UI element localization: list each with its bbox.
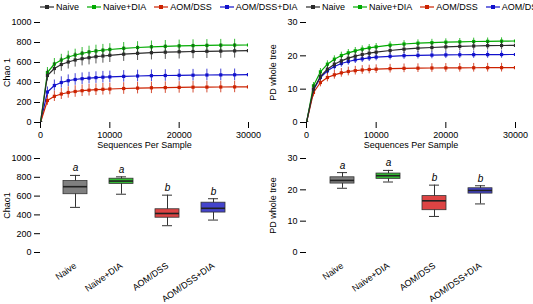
svg-text:400: 400 bbox=[16, 210, 31, 220]
svg-text:PD whole tree: PD whole tree bbox=[268, 177, 278, 234]
svg-text:20: 20 bbox=[287, 51, 297, 61]
svg-text:10: 10 bbox=[287, 84, 297, 94]
html-text:Naive+DIA: Naive+DIA bbox=[103, 2, 147, 12]
svg-text:0: 0 bbox=[26, 117, 31, 127]
svg-text:1000: 1000 bbox=[11, 17, 31, 27]
svg-text:800: 800 bbox=[16, 172, 31, 182]
svg-text:800: 800 bbox=[16, 37, 31, 47]
svg-text:0: 0 bbox=[304, 130, 309, 140]
svg-text:AOM/DSS: AOM/DSS bbox=[131, 261, 171, 293]
svg-text:a: a bbox=[386, 157, 392, 168]
svg-text:PD whole tree: PD whole tree bbox=[268, 44, 278, 101]
svg-text:AOM/DSS+DIA: AOM/DSS+DIA bbox=[427, 261, 483, 302]
svg-text:600: 600 bbox=[16, 191, 31, 201]
svg-text:0: 0 bbox=[292, 117, 297, 127]
svg-text:0: 0 bbox=[292, 247, 297, 257]
svg-text:30000: 30000 bbox=[236, 130, 261, 140]
svg-text:Naive+DIA: Naive+DIA bbox=[350, 261, 391, 294]
svg-text:Naive: Naive bbox=[54, 261, 79, 282]
svg-text:10: 10 bbox=[287, 216, 297, 226]
svg-text:Sequences Per Sample: Sequences Per Sample bbox=[364, 140, 459, 150]
svg-text:20: 20 bbox=[287, 185, 297, 195]
svg-text:Naive: Naive bbox=[321, 261, 346, 282]
html-text:AOM/DSS: AOM/DSS bbox=[436, 2, 478, 12]
svg-text:30: 30 bbox=[287, 153, 297, 163]
svg-text:400: 400 bbox=[16, 77, 31, 87]
svg-text:b: b bbox=[432, 172, 438, 183]
svg-text:a: a bbox=[340, 160, 346, 171]
html-text:Naive: Naive bbox=[322, 2, 345, 12]
svg-text:a: a bbox=[119, 164, 125, 175]
svg-text:b: b bbox=[165, 182, 171, 193]
html-text:AOM/DSS: AOM/DSS bbox=[170, 2, 212, 12]
svg-text:AOM/DSS: AOM/DSS bbox=[398, 261, 438, 293]
svg-text:20000: 20000 bbox=[167, 130, 192, 140]
svg-text:b: b bbox=[211, 186, 217, 197]
svg-text:b: b bbox=[478, 173, 484, 184]
svg-text:Sequences Per Sample: Sequences Per Sample bbox=[97, 140, 192, 150]
svg-text:10000: 10000 bbox=[364, 130, 389, 140]
svg-text:AOM/DSS+DIA: AOM/DSS+DIA bbox=[160, 261, 216, 302]
svg-text:20000: 20000 bbox=[433, 130, 458, 140]
svg-text:a: a bbox=[73, 162, 79, 173]
svg-text:10000: 10000 bbox=[97, 130, 122, 140]
svg-text:30000: 30000 bbox=[503, 130, 528, 140]
svg-text:0: 0 bbox=[38, 130, 43, 140]
svg-text:1000: 1000 bbox=[11, 153, 31, 163]
html-text:Naive+DIA: Naive+DIA bbox=[369, 2, 413, 12]
svg-text:Naive+DIA: Naive+DIA bbox=[83, 261, 124, 294]
svg-text:600: 600 bbox=[16, 57, 31, 67]
svg-text:200: 200 bbox=[16, 229, 31, 239]
html-text:AOM/DSS+DIA: AOM/DSS+DIA bbox=[235, 2, 298, 12]
svg-text:Chao1: Chao1 bbox=[2, 192, 12, 219]
svg-text:30: 30 bbox=[287, 17, 297, 27]
svg-text:200: 200 bbox=[16, 97, 31, 107]
html-text:Naive: Naive bbox=[56, 2, 79, 12]
svg-text:Chao 1: Chao 1 bbox=[2, 58, 12, 87]
svg-text:0: 0 bbox=[26, 247, 31, 257]
